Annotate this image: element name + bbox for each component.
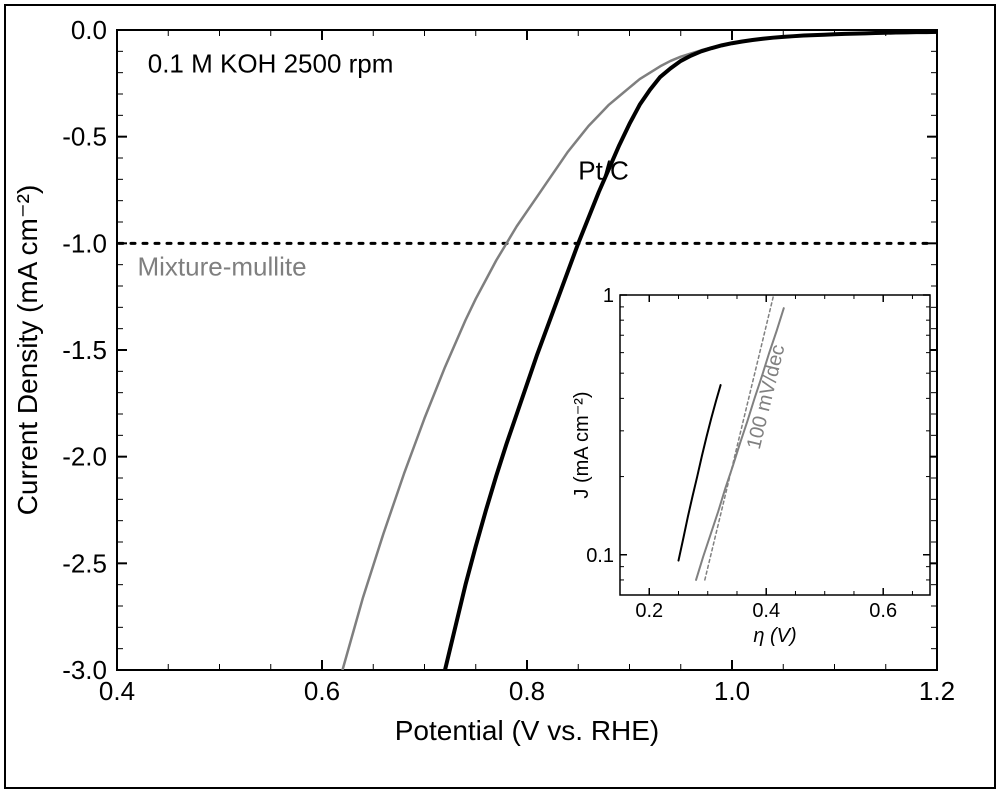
series-label-Mixture-mullite: Mixture-mullite bbox=[138, 251, 307, 281]
inset-ylabel: J (mA cm⁻²) bbox=[571, 391, 593, 498]
inset-xtick-label: 0.4 bbox=[752, 600, 780, 622]
main-xtick-label: 0.6 bbox=[304, 676, 340, 706]
inset-xtick-label: 0.6 bbox=[869, 600, 897, 622]
main-ytick-label: -3.0 bbox=[62, 655, 107, 685]
main-ytick-label: -1.0 bbox=[62, 228, 107, 258]
series-label-PtC: Pt/C bbox=[578, 155, 629, 185]
main-ytick-label: -1.5 bbox=[62, 335, 107, 365]
main-xlabel: Potential (V vs. RHE) bbox=[395, 715, 660, 746]
main-xtick-label: 1.2 bbox=[919, 676, 955, 706]
main-ytick-label: -0.5 bbox=[62, 122, 107, 152]
main-xtick-label: 0.8 bbox=[509, 676, 545, 706]
inset-xtick-label: 0.2 bbox=[635, 600, 663, 622]
inset-ytick-label: 0.1 bbox=[586, 545, 614, 567]
main-ytick-label: -2.5 bbox=[62, 548, 107, 578]
main-xtick-label: 1.0 bbox=[714, 676, 750, 706]
main-ylabel: Current Density (mA cm⁻²) bbox=[12, 185, 43, 516]
main-ytick-label: -2.0 bbox=[62, 442, 107, 472]
main-ytick-label: 0.0 bbox=[71, 15, 107, 45]
inset-ytick-label: 1 bbox=[603, 285, 614, 307]
chart-svg: 0.4 0.6 0.8 1.0 1.2 -3.0 -2.5 -2.0 -1.5 -1.0 -0.5 0… bbox=[0, 0, 1000, 793]
condition-text: 0.1 M KOH 2500 rpm bbox=[148, 49, 394, 79]
inset-frame bbox=[620, 295, 930, 595]
inset-xlabel: η (V) bbox=[753, 625, 796, 647]
